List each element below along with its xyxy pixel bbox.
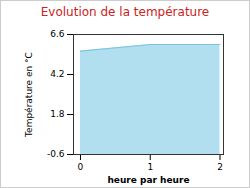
svg-text:1.8: 1.8 (50, 109, 65, 119)
svg-text:2: 2 (217, 162, 223, 172)
svg-text:heure par heure: heure par heure (107, 175, 189, 185)
svg-text:-0.6: -0.6 (47, 149, 65, 159)
html-text:Evolution de la température: Evolution de la température (40, 5, 210, 19)
svg-text:0: 0 (78, 162, 84, 172)
svg-text:6.6: 6.6 (50, 29, 65, 39)
svg-text:1: 1 (147, 162, 153, 172)
svg-text:4.2: 4.2 (50, 69, 64, 79)
svg-text:Température en °C: Température en °C (24, 52, 34, 138)
